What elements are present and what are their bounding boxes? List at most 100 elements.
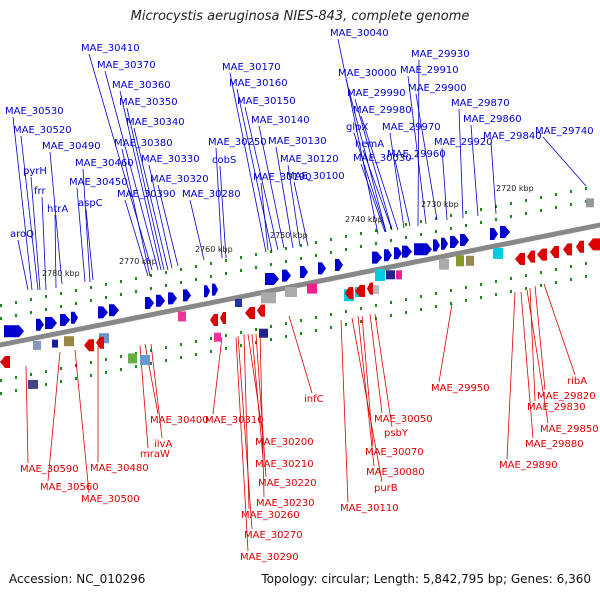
leader-line: [287, 164, 301, 247]
tick-dot: [255, 328, 257, 331]
gene-label: MAE_30040: [330, 28, 389, 39]
leader-line: [357, 315, 375, 467]
accession-text: Accession: NC_010296: [9, 572, 146, 586]
gene-arrow: [460, 234, 469, 246]
gene-arrow: [145, 297, 154, 309]
tick-dot: [300, 244, 302, 247]
leader-line: [369, 313, 383, 414]
leader-line: [47, 351, 61, 482]
feature-box: [140, 355, 150, 365]
gene-label: MAE_30350: [119, 97, 178, 108]
tick-dot: [480, 208, 482, 211]
gene-label: MAE_29990: [347, 88, 406, 99]
tick-dot: [570, 265, 572, 268]
tick-dot: [30, 373, 32, 376]
gene-arrow: [367, 282, 373, 295]
gene-arrow: [433, 239, 440, 252]
gene-label: htrA: [47, 204, 68, 215]
tick-dot: [45, 308, 47, 311]
tick-dot: [45, 295, 47, 298]
tick-dot: [210, 337, 212, 340]
tick-dot: [510, 215, 512, 218]
tick-dot: [360, 320, 362, 323]
tick-dot: [405, 311, 407, 314]
leader-line: [275, 146, 294, 249]
tick-dot: [420, 233, 422, 236]
gene-label: MAE_30120: [280, 154, 339, 165]
gene-label: MAE_29960: [387, 149, 446, 160]
leader-line: [85, 208, 94, 281]
tick-dot: [150, 274, 152, 277]
tick-dot: [450, 214, 452, 217]
tick-dot: [450, 289, 452, 292]
gene-arrow: [36, 318, 44, 331]
gene-label: MAE_29860: [463, 114, 522, 125]
tick-dot: [135, 365, 137, 368]
tick-dot: [120, 293, 122, 296]
tick-dots: [0, 187, 587, 395]
gene-label: cobS: [212, 155, 236, 166]
leader-line: [258, 125, 285, 249]
gene-label: hemA: [355, 139, 384, 150]
tick-dot: [345, 323, 347, 326]
gene-label: glpX: [346, 122, 368, 133]
gene-arrow: [527, 250, 535, 263]
leader-line: [244, 106, 279, 251]
tick-dot: [285, 322, 287, 325]
tick-dot: [540, 196, 542, 199]
tick-dot: [330, 326, 332, 329]
gene-label: MAE_30150: [237, 96, 296, 107]
tick-dot: [585, 275, 587, 278]
feature-box: [52, 339, 58, 348]
tick-dot: [165, 346, 167, 349]
tick-dot: [585, 187, 587, 190]
leader-line: [251, 333, 264, 459]
gene-label: MAE_29820: [537, 391, 596, 402]
tick-dot: [60, 292, 62, 295]
gene-label: MAE_30360: [112, 80, 171, 91]
gene-label: MAE_30210: [255, 459, 314, 470]
tick-dot: [180, 268, 182, 271]
tick-dot: [225, 334, 227, 337]
leader-line: [82, 168, 91, 283]
tick-dot: [540, 209, 542, 212]
leader-line: [30, 176, 41, 291]
gene-arrow: [537, 248, 547, 261]
tick-dot: [420, 220, 422, 223]
leader-line: [458, 108, 464, 219]
gene-label: ribA: [567, 376, 587, 387]
tick-dot: [405, 298, 407, 301]
tick-dot: [585, 262, 587, 265]
tick-dot: [210, 275, 212, 278]
feature-box: [178, 311, 186, 322]
gene-label: pyrH: [23, 166, 47, 177]
gene-label: MAE_30250: [208, 137, 267, 148]
tick-dot: [480, 221, 482, 224]
tick-label: 2760 kbp: [195, 245, 233, 254]
tick-dot: [495, 293, 497, 296]
leader-line: [229, 72, 267, 253]
tick-dot: [45, 370, 47, 373]
genome-backbone: [0, 222, 600, 348]
tick-dot: [315, 241, 317, 244]
gene-arrow: [372, 251, 382, 264]
leader-line: [157, 184, 179, 267]
gene-label: MAE_30280: [182, 189, 241, 200]
gene-label: MAE_29830: [527, 402, 586, 413]
tick-dot: [75, 377, 77, 380]
gene-arrow: [45, 317, 57, 329]
gene-label: MAE_30270: [244, 530, 303, 541]
leader-line: [12, 116, 33, 291]
feature-box: [456, 255, 464, 267]
tick-dot: [465, 211, 467, 214]
feature-box: [128, 353, 137, 364]
tick-dot: [360, 307, 362, 310]
gene-arrows: [0, 226, 600, 368]
leader-line: [288, 315, 313, 394]
gene-label: MAE_30330: [141, 154, 200, 165]
gene-arrow: [450, 236, 459, 248]
feature-box: [396, 270, 402, 280]
leader-line: [255, 333, 267, 478]
tick-dot: [285, 335, 287, 338]
feature-box: [307, 283, 317, 294]
